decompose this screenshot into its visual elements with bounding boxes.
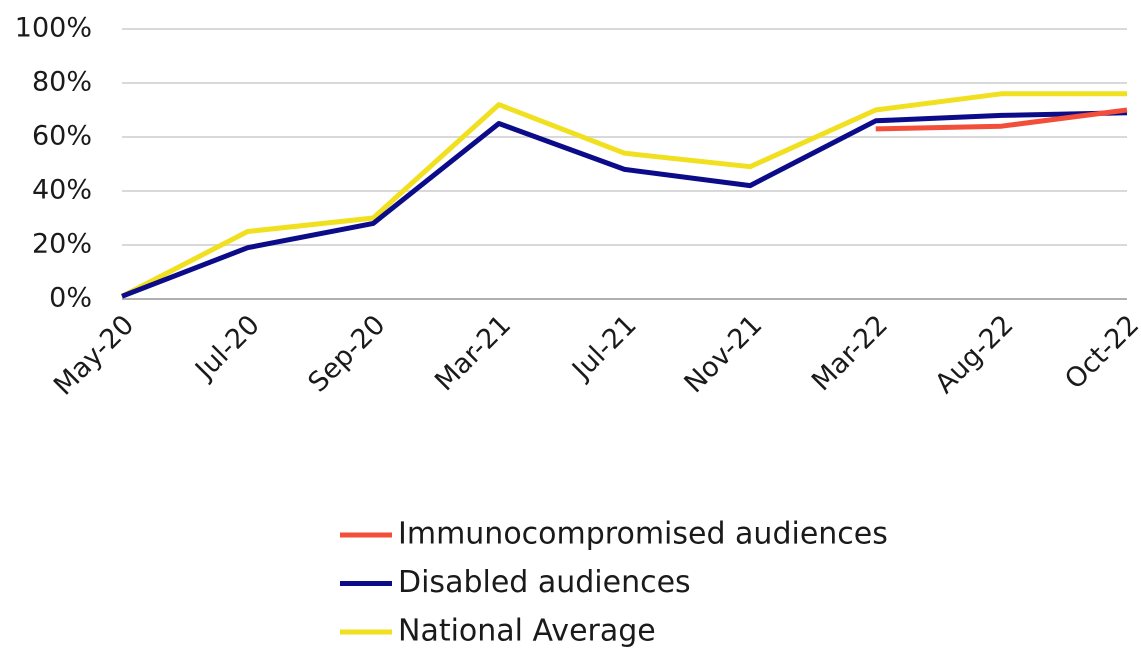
x-tick-label: May-20	[48, 309, 140, 401]
x-tick-label: Jul-21	[565, 309, 643, 387]
legend-label: Disabled audiences	[398, 565, 691, 600]
y-tick-label: 100%	[15, 13, 92, 44]
series-line	[120, 91, 1127, 299]
legend-label: National Average	[398, 614, 656, 648]
y-tick-label: 40%	[32, 175, 92, 206]
legend-label: Immunocompromised audiences	[398, 517, 888, 552]
x-tick-label: Mar-21	[429, 309, 517, 397]
y-tick-label: 0%	[49, 283, 92, 314]
y-tick-label: 60%	[32, 121, 92, 152]
y-tick-label: 80%	[32, 67, 92, 98]
x-tick-label: Mar-22	[806, 309, 894, 397]
x-tick-label: Aug-22	[929, 309, 1019, 399]
x-tick-label: Nov-21	[679, 309, 769, 399]
series-line	[121, 110, 1128, 299]
x-tick-label: Jul-20	[188, 309, 266, 387]
y-tick-label: 20%	[32, 229, 92, 260]
x-tick-label: Oct-22	[1059, 309, 1141, 395]
series-line	[875, 107, 1128, 132]
x-tick-label: Sep-20	[302, 309, 391, 398]
